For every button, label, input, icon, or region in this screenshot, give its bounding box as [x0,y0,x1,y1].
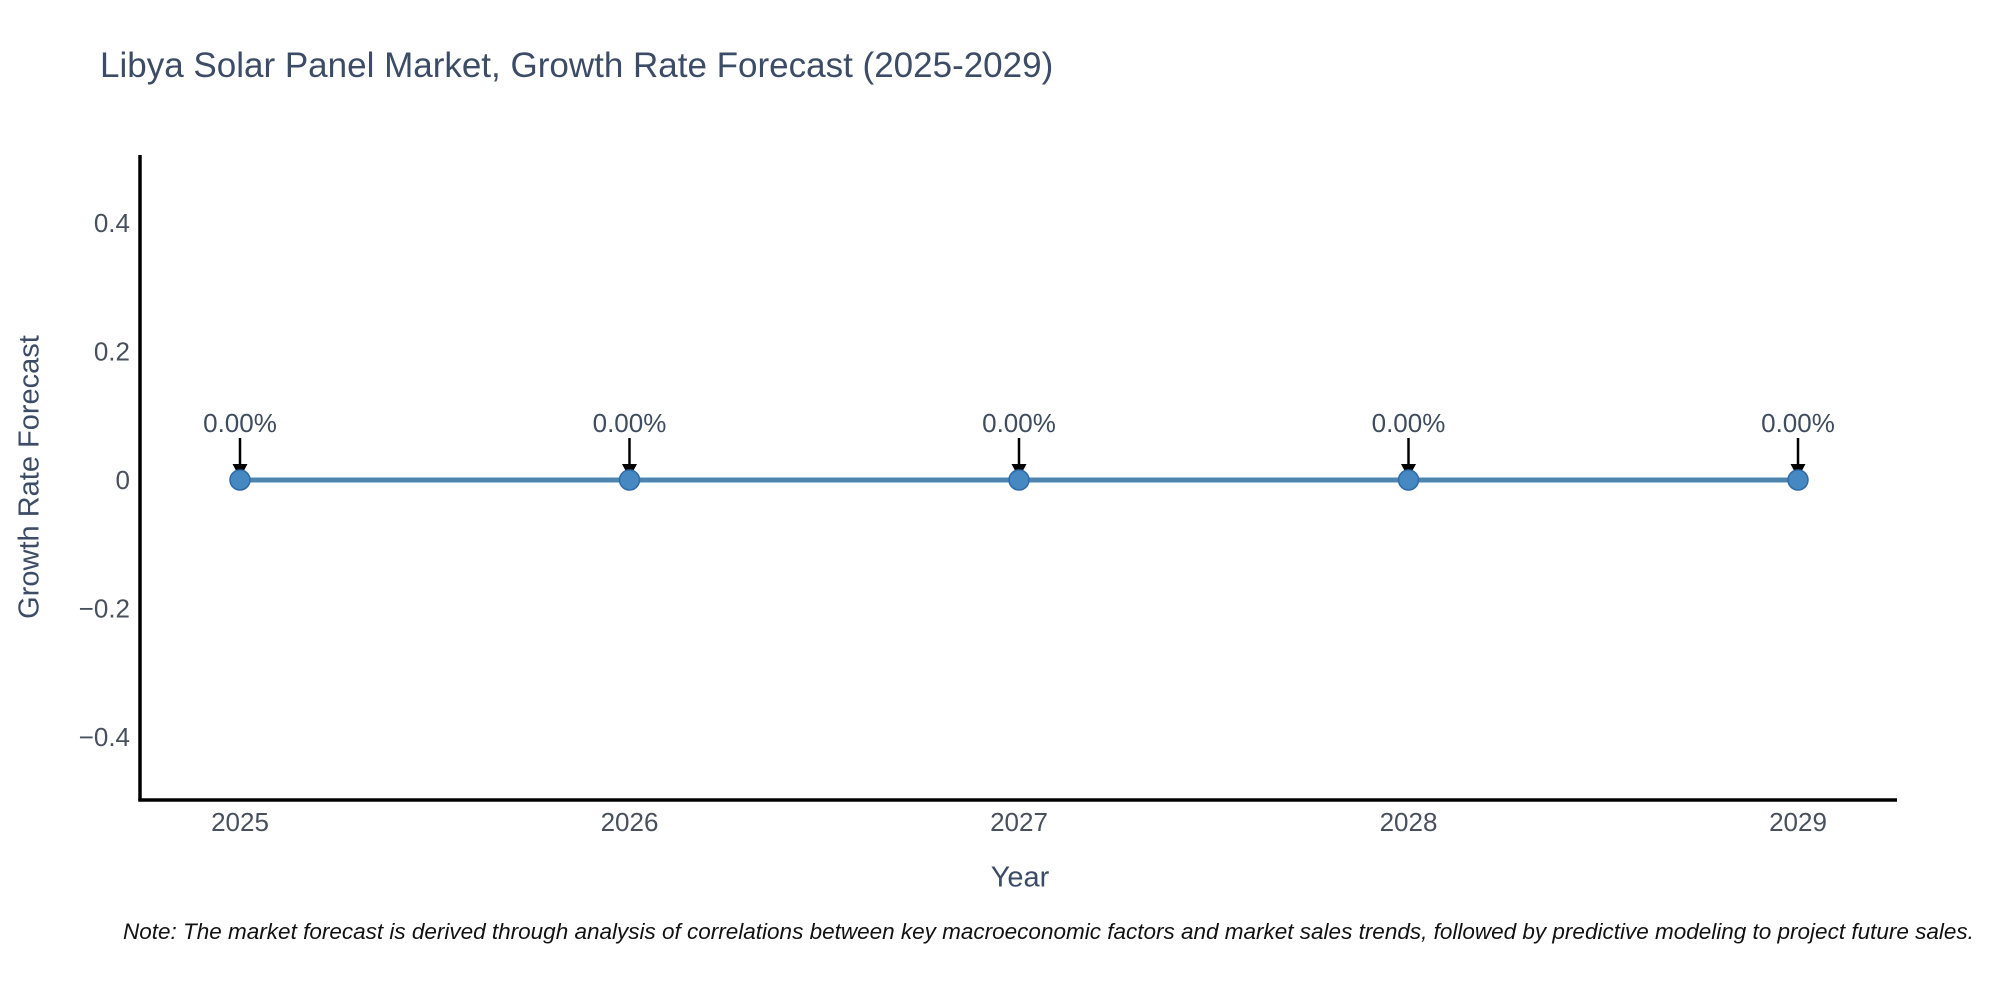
chart-footnote: Note: The market forecast is derived thr… [123,919,1974,944]
y-tick-label: −0.2 [79,594,130,624]
data-point-2026[interactable] [618,469,641,491]
point-annotation-label: 0.00% [593,408,667,438]
x-tick-label: 2028 [1380,807,1438,837]
data-point-2027[interactable] [1008,469,1030,491]
x-tick-label: 2029 [1769,807,1827,837]
x-tick-label: 2026 [601,807,659,837]
data-point-2025[interactable] [229,469,251,491]
point-annotation-label: 0.00% [1372,408,1446,438]
data-point-2028[interactable] [1397,469,1420,491]
point-annotation-label: 0.00% [982,408,1056,438]
point-annotation-label: 0.00% [203,408,277,438]
y-tick-label: 0.4 [94,208,130,238]
x-axis-title: Year [990,861,1050,894]
y-tick-label: −0.4 [79,722,130,752]
data-point-2029[interactable] [1787,469,1809,491]
x-tick-label: 2027 [990,807,1048,837]
point-annotation-label: 0.00% [1761,408,1835,438]
y-tick-label: 0.2 [94,337,130,367]
x-tick-label: 2025 [211,807,269,837]
y-tick-label: 0 [116,465,130,495]
chart-title: Libya Solar Panel Market, Growth Rate Fo… [100,46,1054,85]
